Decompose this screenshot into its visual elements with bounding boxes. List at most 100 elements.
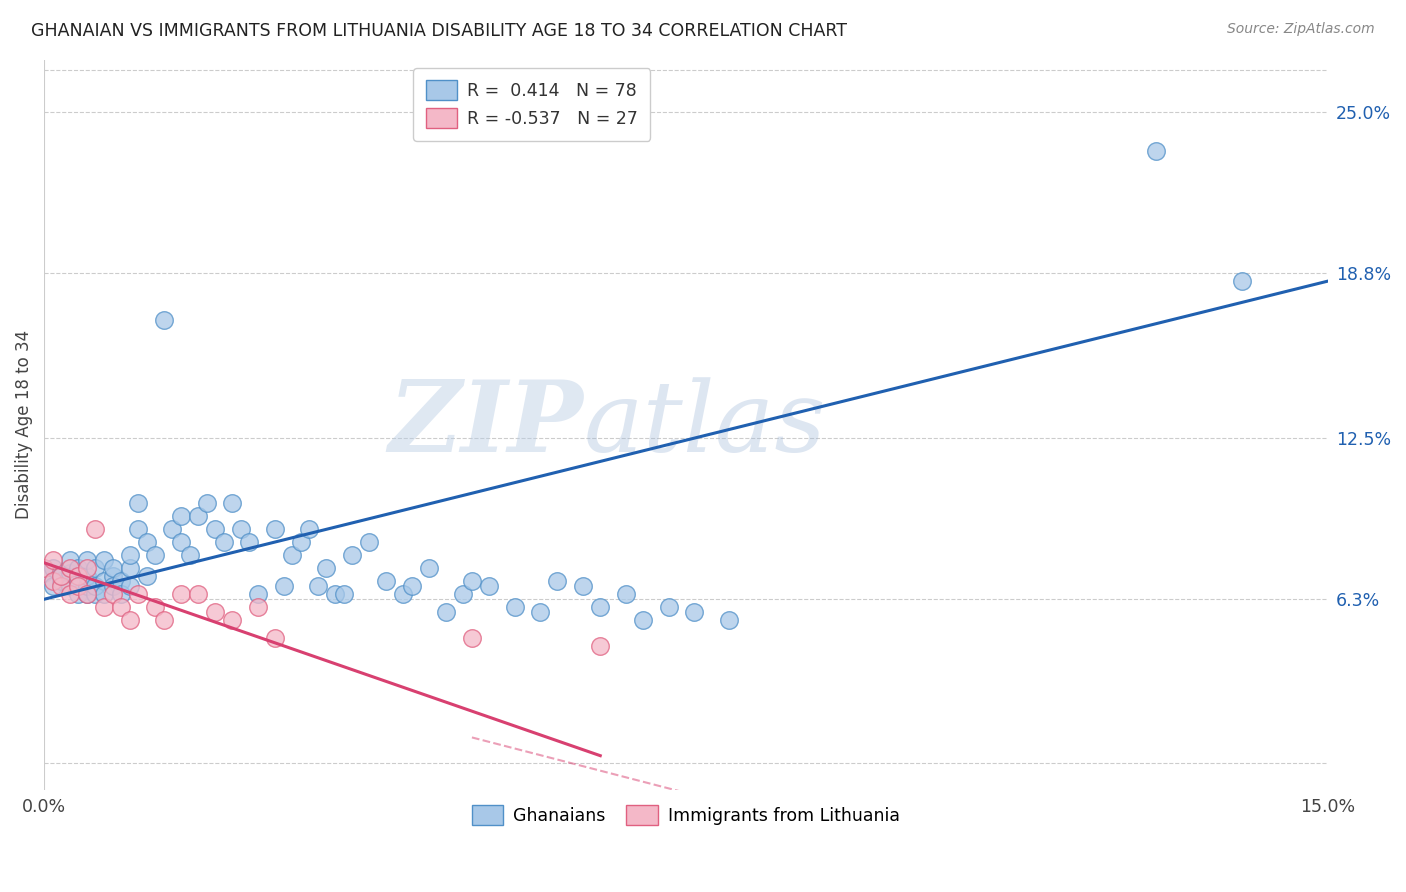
Point bbox=[153, 313, 176, 327]
Point bbox=[204, 605, 226, 619]
Point bbox=[461, 632, 484, 646]
Point bbox=[229, 522, 252, 536]
Point bbox=[76, 561, 98, 575]
Point bbox=[461, 574, 484, 588]
Point bbox=[204, 522, 226, 536]
Point bbox=[59, 553, 82, 567]
Point bbox=[392, 587, 415, 601]
Point bbox=[41, 561, 63, 575]
Point bbox=[281, 548, 304, 562]
Point bbox=[67, 587, 90, 601]
Point bbox=[118, 561, 141, 575]
Point bbox=[84, 522, 107, 536]
Point bbox=[529, 605, 551, 619]
Point bbox=[51, 574, 73, 588]
Point bbox=[323, 587, 346, 601]
Point bbox=[572, 579, 595, 593]
Point bbox=[434, 605, 457, 619]
Point bbox=[135, 569, 157, 583]
Point bbox=[375, 574, 398, 588]
Point bbox=[187, 508, 209, 523]
Point bbox=[84, 561, 107, 575]
Point bbox=[170, 587, 193, 601]
Point bbox=[238, 535, 260, 549]
Point bbox=[127, 587, 149, 601]
Point bbox=[273, 579, 295, 593]
Point bbox=[658, 600, 681, 615]
Point bbox=[41, 574, 63, 588]
Point bbox=[264, 632, 287, 646]
Point bbox=[503, 600, 526, 615]
Point bbox=[340, 548, 363, 562]
Point bbox=[32, 561, 55, 575]
Legend: Ghanaians, Immigrants from Lithuania: Ghanaians, Immigrants from Lithuania bbox=[461, 795, 911, 836]
Point bbox=[110, 600, 132, 615]
Point bbox=[118, 548, 141, 562]
Point bbox=[162, 522, 184, 536]
Point bbox=[1144, 144, 1167, 158]
Point bbox=[418, 561, 440, 575]
Point bbox=[221, 496, 243, 510]
Point bbox=[170, 508, 193, 523]
Point bbox=[67, 561, 90, 575]
Point bbox=[93, 574, 115, 588]
Point bbox=[59, 587, 82, 601]
Point bbox=[59, 566, 82, 581]
Point bbox=[614, 587, 637, 601]
Point bbox=[143, 548, 166, 562]
Point bbox=[110, 587, 132, 601]
Point bbox=[84, 587, 107, 601]
Point bbox=[118, 613, 141, 627]
Point bbox=[221, 613, 243, 627]
Point bbox=[76, 579, 98, 593]
Point bbox=[212, 535, 235, 549]
Point bbox=[264, 522, 287, 536]
Point bbox=[589, 600, 612, 615]
Point bbox=[110, 574, 132, 588]
Point bbox=[67, 574, 90, 588]
Point bbox=[478, 579, 501, 593]
Point bbox=[93, 587, 115, 601]
Point bbox=[127, 496, 149, 510]
Point bbox=[359, 535, 381, 549]
Point bbox=[76, 553, 98, 567]
Point bbox=[315, 561, 337, 575]
Point bbox=[1230, 274, 1253, 288]
Text: atlas: atlas bbox=[583, 377, 825, 472]
Point bbox=[59, 579, 82, 593]
Point bbox=[84, 579, 107, 593]
Point bbox=[41, 553, 63, 567]
Point bbox=[32, 566, 55, 581]
Point bbox=[59, 561, 82, 575]
Point bbox=[135, 535, 157, 549]
Point bbox=[101, 579, 124, 593]
Point bbox=[247, 587, 270, 601]
Point bbox=[717, 613, 740, 627]
Point bbox=[683, 605, 706, 619]
Point bbox=[153, 613, 176, 627]
Point bbox=[67, 579, 90, 593]
Point bbox=[179, 548, 201, 562]
Point bbox=[332, 587, 354, 601]
Point bbox=[589, 639, 612, 653]
Point bbox=[93, 553, 115, 567]
Point bbox=[195, 496, 218, 510]
Point bbox=[187, 587, 209, 601]
Point bbox=[631, 613, 654, 627]
Point bbox=[307, 579, 329, 593]
Point bbox=[118, 579, 141, 593]
Point bbox=[51, 569, 73, 583]
Text: ZIP: ZIP bbox=[388, 376, 583, 473]
Point bbox=[170, 535, 193, 549]
Point bbox=[127, 522, 149, 536]
Point bbox=[547, 574, 569, 588]
Point bbox=[93, 600, 115, 615]
Point bbox=[298, 522, 321, 536]
Point bbox=[51, 579, 73, 593]
Point bbox=[453, 587, 475, 601]
Point bbox=[76, 587, 98, 601]
Point bbox=[76, 569, 98, 583]
Point bbox=[51, 569, 73, 583]
Point bbox=[67, 569, 90, 583]
Point bbox=[247, 600, 270, 615]
